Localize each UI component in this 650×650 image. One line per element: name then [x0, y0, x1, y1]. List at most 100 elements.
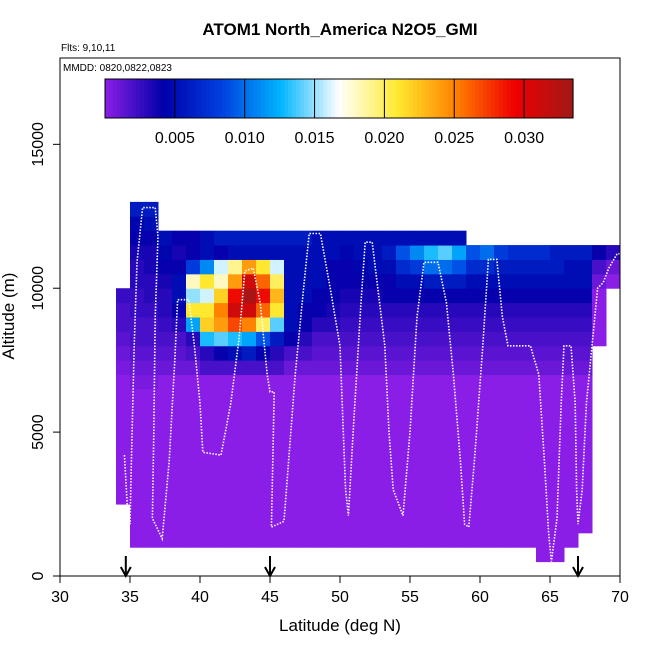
heatmap-cell	[508, 360, 523, 376]
heatmap-cell	[564, 273, 579, 289]
heatmap-cell	[340, 460, 355, 476]
heatmap-cell	[438, 317, 453, 332]
heatmap-cell	[270, 360, 285, 376]
heatmap-cell	[438, 504, 453, 519]
heatmap-cell	[200, 518, 215, 534]
heatmap-cell	[564, 432, 579, 447]
heatmap-cell	[130, 230, 145, 246]
heatmap-cell	[326, 345, 341, 361]
heatmap-cell	[284, 504, 299, 519]
heatmap-cell	[158, 475, 173, 491]
heatmap-cell	[228, 504, 243, 519]
heatmap-cell	[298, 475, 313, 491]
heatmap-cell	[200, 302, 215, 318]
heatmap-cell	[214, 403, 229, 419]
heatmap-cell	[480, 446, 495, 462]
colorbar-segment	[124, 79, 129, 118]
heatmap-cell	[284, 360, 299, 376]
x-tick-label: 30	[51, 589, 69, 606]
heatmap-cell	[298, 388, 313, 404]
heatmap-cell	[130, 345, 145, 361]
heatmap-cell	[578, 489, 593, 505]
heatmap-cell	[494, 403, 509, 419]
heatmap-cell	[550, 518, 565, 534]
heatmap-cell	[508, 417, 523, 433]
heatmap-cell	[270, 489, 285, 505]
heatmap-cell	[172, 489, 187, 505]
heatmap-cell	[200, 460, 215, 476]
heatmap-cell	[382, 504, 397, 519]
heatmap-cell	[494, 432, 509, 447]
heatmap-cell	[466, 504, 481, 519]
heatmap-cell	[144, 331, 159, 347]
heatmap-cell	[368, 532, 383, 548]
heatmap-cell	[354, 317, 369, 332]
heatmap-cell	[564, 403, 579, 419]
heatmap-cell	[396, 489, 411, 505]
heatmap-cell	[508, 403, 523, 419]
heatmap-cell	[340, 273, 355, 289]
heatmap-cell	[438, 446, 453, 462]
colorbar-tick-label: 0.030	[504, 130, 544, 147]
heatmap-cell	[522, 518, 537, 534]
heatmap-cell	[424, 504, 439, 519]
heatmap-cell	[396, 460, 411, 476]
heatmap-cell	[494, 532, 509, 548]
heatmap-cell	[270, 417, 285, 433]
heatmap-cell	[382, 446, 397, 462]
heatmap-cell	[228, 345, 243, 361]
heatmap-cell	[550, 403, 565, 419]
colorbar-segment	[276, 79, 282, 118]
heatmap-cell	[410, 259, 425, 275]
heatmap-cell	[270, 288, 285, 304]
heatmap-cell	[158, 532, 173, 548]
heatmap-cell	[522, 388, 537, 404]
heatmap-cell	[438, 518, 453, 534]
heatmap-cell	[424, 288, 439, 304]
heatmap-cell	[438, 532, 453, 548]
heatmap-cell	[452, 302, 467, 318]
heatmap-cell	[312, 475, 327, 491]
heatmap-cell	[228, 489, 243, 505]
heatmap-cell	[130, 460, 145, 476]
heatmap-cell	[382, 518, 397, 534]
heatmap-cell	[130, 475, 145, 491]
heatmap-cell	[494, 489, 509, 505]
heatmap-cell	[536, 273, 551, 289]
heatmap-cell	[494, 417, 509, 433]
heatmap-cell	[326, 475, 341, 491]
heatmap-cell	[494, 245, 509, 260]
heatmap-cell	[396, 360, 411, 376]
colorbar-segment	[136, 79, 141, 118]
heatmap-cell	[130, 518, 145, 534]
heatmap-cell	[130, 302, 145, 318]
heatmap-cell	[270, 302, 285, 318]
heatmap-cell	[270, 345, 285, 361]
heatmap-cell	[130, 360, 145, 376]
heatmap-cell	[242, 388, 257, 404]
heatmap-cell	[200, 230, 215, 246]
heatmap-cell	[186, 532, 201, 548]
heatmap-cell	[214, 388, 229, 404]
heatmap-cell	[508, 288, 523, 304]
heatmap-cell	[494, 288, 509, 304]
heatmap-cell	[130, 259, 145, 275]
heatmap-cell	[242, 518, 257, 534]
heatmap-cell	[242, 489, 257, 505]
heatmap-cell	[494, 331, 509, 347]
heatmap-cell	[144, 446, 159, 462]
heatmap-cell	[536, 331, 551, 347]
heatmap-cell	[466, 518, 481, 534]
heatmap-cell	[228, 417, 243, 433]
heatmap-cell	[340, 317, 355, 332]
x-axis: 30 35 40 45 50 55 60 65 70	[51, 576, 629, 606]
heatmap-cell	[172, 374, 187, 390]
heatmap-cell	[340, 230, 355, 246]
heatmap-cell	[424, 417, 439, 433]
heatmap-cell	[242, 302, 257, 318]
heatmap-cell	[214, 302, 229, 318]
colorbar-segment	[233, 79, 239, 118]
marker-arrows	[119, 556, 584, 579]
heatmap-cell	[508, 460, 523, 476]
heatmap-cell	[410, 360, 425, 376]
